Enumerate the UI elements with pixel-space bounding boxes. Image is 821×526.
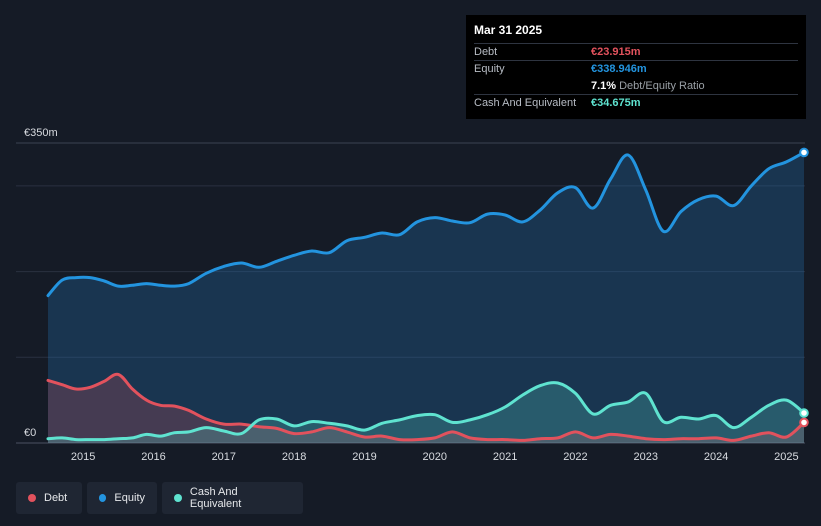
- x-tick-label: 2024: [704, 451, 728, 463]
- x-tick-label: 2020: [423, 451, 447, 463]
- debt-area: [48, 374, 804, 443]
- x-tick-label: 2017: [212, 451, 236, 463]
- tooltip-cash-label: Cash And Equivalent: [474, 97, 577, 109]
- legend-item-cash[interactable]: Cash And Equivalent: [162, 482, 303, 514]
- tooltip-debt-row: Debt €23.915m: [474, 43, 798, 60]
- tooltip-equity-row: Equity €338.946m: [474, 60, 798, 77]
- equity-line: [46, 150, 806, 298]
- x-tick-label: 2016: [141, 451, 165, 463]
- debt-end-marker: [799, 417, 809, 428]
- equity-end-marker: [799, 147, 809, 158]
- tooltip-date: Mar 31 2025: [474, 23, 543, 37]
- x-tick-label: 2022: [563, 451, 587, 463]
- legend-equity-label: Equity: [114, 492, 145, 504]
- tooltip-equity-label: Equity: [474, 63, 505, 75]
- x-tick-label: 2023: [634, 451, 658, 463]
- x-tick-label: 2015: [71, 451, 95, 463]
- legend-debt-label: Debt: [44, 492, 68, 504]
- cash-end-marker: [799, 408, 809, 418]
- cash-dot-icon: [174, 494, 182, 502]
- cash-area: [48, 382, 804, 443]
- tooltip-ratio-row: 7.1% Debt/Equity Ratio: [474, 77, 798, 94]
- chart-grid: [16, 142, 805, 444]
- tooltip-ratio-label: Debt/Equity Ratio: [619, 80, 705, 92]
- data-tooltip: Mar 31 2025 Debt €23.915m Equity €338.94…: [466, 15, 806, 119]
- equity-dot-icon: [99, 494, 107, 502]
- x-tick-label: 2025: [774, 451, 798, 463]
- debt-line: [46, 372, 806, 442]
- cash-line: [46, 381, 806, 442]
- tooltip-cash-value: €34.675m: [591, 97, 641, 109]
- legend-item-debt[interactable]: Debt: [16, 482, 82, 514]
- chart-lines: [46, 150, 806, 442]
- equity-area: [48, 152, 804, 443]
- tooltip-cash-row: Cash And Equivalent €34.675m: [474, 94, 798, 111]
- chart-legend: Debt Equity Cash And Equivalent: [16, 482, 303, 514]
- y-axis-bottom-label: €0: [24, 427, 36, 439]
- legend-cash-label: Cash And Equivalent: [189, 486, 242, 510]
- debt-dot-icon: [28, 494, 36, 502]
- x-tick-label: 2018: [282, 451, 306, 463]
- chart-end-markers: [799, 147, 809, 428]
- tooltip-equity-value: €338.946m: [591, 63, 647, 75]
- x-axis-ticks: 2015 2016 2017 2018 2019 2020 2021 2022 2023 2024…: [71, 451, 799, 463]
- tooltip-debt-value: €23.915m: [591, 46, 641, 58]
- y-axis-top-label: €350m: [24, 127, 58, 139]
- tooltip-debt-label: Debt: [474, 46, 498, 58]
- x-tick-label: 2019: [352, 451, 376, 463]
- legend-item-equity[interactable]: Equity: [87, 482, 157, 514]
- chart-areas: [48, 152, 804, 443]
- x-tick-label: 2021: [493, 451, 517, 463]
- tooltip-ratio-value: 7.1%: [591, 80, 617, 92]
